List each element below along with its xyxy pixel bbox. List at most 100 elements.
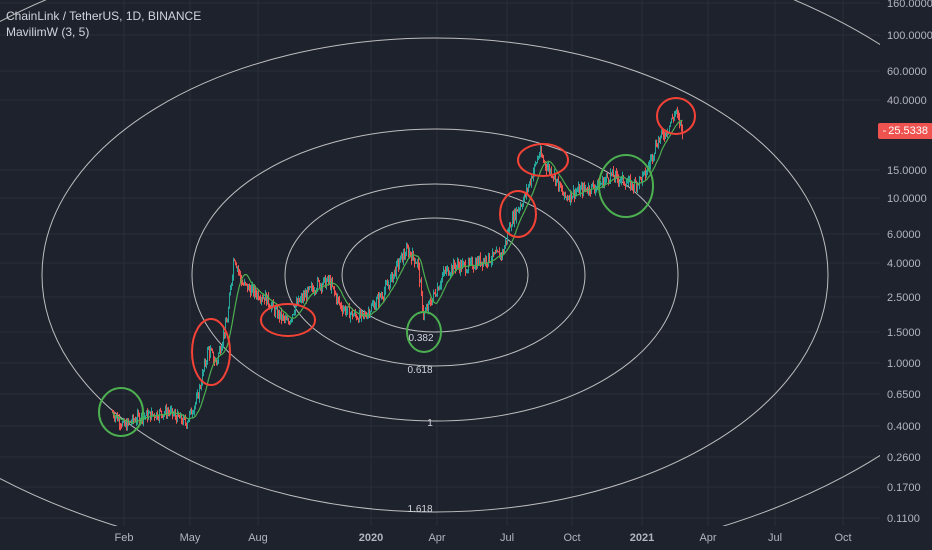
red-circle-annotation[interactable] xyxy=(499,190,537,238)
candle-body xyxy=(199,386,200,399)
candle-body xyxy=(418,260,419,265)
candle-body xyxy=(170,409,171,413)
symbol-title[interactable]: ChainLink / TetherUS, 1D, BINANCE xyxy=(6,9,202,23)
candle-body xyxy=(415,262,416,264)
candle xyxy=(334,286,335,297)
candle-body xyxy=(570,191,571,201)
candle xyxy=(385,279,386,296)
candle-body xyxy=(174,412,175,415)
candle xyxy=(230,284,231,296)
fib-label: 0.618 xyxy=(407,365,432,376)
candle xyxy=(358,317,359,323)
red-circle-annotation[interactable] xyxy=(191,318,231,386)
candle-body xyxy=(196,396,197,403)
candle xyxy=(154,413,155,421)
candle xyxy=(656,139,657,148)
candle xyxy=(347,306,348,315)
candle-body xyxy=(205,361,206,365)
candle-body xyxy=(149,411,150,414)
candle xyxy=(537,155,538,164)
candle-body xyxy=(485,257,486,263)
candle-body xyxy=(248,285,249,290)
candle-body xyxy=(376,299,377,306)
candle-body xyxy=(682,126,683,136)
candle xyxy=(495,249,496,254)
candle xyxy=(419,262,420,288)
candle-body xyxy=(398,261,399,267)
candle xyxy=(259,296,260,301)
candle-body xyxy=(173,414,174,416)
candle xyxy=(562,185,563,196)
candle-body xyxy=(288,319,289,323)
candle xyxy=(471,256,472,266)
candle-body xyxy=(643,172,644,175)
candle xyxy=(620,177,621,184)
candle-body xyxy=(232,275,233,284)
candle-body xyxy=(433,292,434,299)
candle-body xyxy=(536,162,537,164)
candle xyxy=(337,293,338,306)
candle xyxy=(251,284,252,296)
time-axis[interactable]: Feb May Aug 2020 Apr Jul Oct 2021 Apr Jul Oct xyxy=(0,526,880,550)
candle-body xyxy=(236,263,237,268)
candle-body xyxy=(444,270,445,272)
red-circle-annotation[interactable] xyxy=(656,97,696,135)
candle-body xyxy=(660,135,661,141)
candle-body xyxy=(466,272,467,274)
candle-body xyxy=(411,255,412,261)
candle xyxy=(559,181,560,192)
candle xyxy=(661,129,662,139)
candle-body xyxy=(290,320,291,324)
candle-body xyxy=(405,255,406,257)
candle xyxy=(582,182,583,199)
candle xyxy=(152,411,153,416)
red-circle-annotation[interactable] xyxy=(517,143,569,177)
candle-body xyxy=(163,414,164,418)
candle xyxy=(304,290,305,302)
price-tick-label: 15.0000 xyxy=(887,165,927,177)
candle xyxy=(448,267,449,276)
candle-body xyxy=(150,411,151,420)
candle-body xyxy=(421,281,422,293)
candle xyxy=(193,409,194,415)
candle-body xyxy=(137,412,138,421)
green-circle-annotation[interactable] xyxy=(598,154,654,218)
green-circle-annotation[interactable] xyxy=(98,387,144,437)
candle-body xyxy=(350,313,351,319)
candle xyxy=(228,306,229,323)
green-circle-annotation[interactable] xyxy=(406,311,442,353)
candle xyxy=(326,277,327,290)
candle xyxy=(308,286,309,293)
candle xyxy=(260,294,261,304)
candle xyxy=(651,153,652,162)
price-axis[interactable]: 160.0000 100.0000 60.0000 40.0000 15.0000 10.… xyxy=(880,0,932,550)
candle-body xyxy=(397,261,398,263)
candle-body xyxy=(528,186,529,191)
candle xyxy=(369,308,370,318)
candle-body xyxy=(586,188,587,192)
candle xyxy=(114,411,115,422)
time-tick-label: 2021 xyxy=(630,532,654,544)
red-circle-annotation[interactable] xyxy=(260,303,316,337)
indicator-title[interactable]: MavilimW (3, 5) xyxy=(6,25,90,39)
candle-body xyxy=(226,321,227,323)
candle-body xyxy=(645,171,646,178)
candle xyxy=(624,181,625,186)
candle-body xyxy=(284,316,285,320)
candle-body xyxy=(158,417,159,419)
candle-body xyxy=(327,277,328,282)
candle xyxy=(146,410,147,417)
candle-body xyxy=(490,262,491,264)
candle-body xyxy=(339,299,340,304)
candle-body xyxy=(346,310,347,314)
candle xyxy=(526,183,527,200)
candle-body xyxy=(358,318,359,322)
candle-body xyxy=(579,185,580,194)
candle xyxy=(447,265,448,272)
candle xyxy=(604,176,605,189)
candle-body xyxy=(165,407,166,413)
candle-body xyxy=(355,312,356,315)
candle-body xyxy=(652,154,653,160)
